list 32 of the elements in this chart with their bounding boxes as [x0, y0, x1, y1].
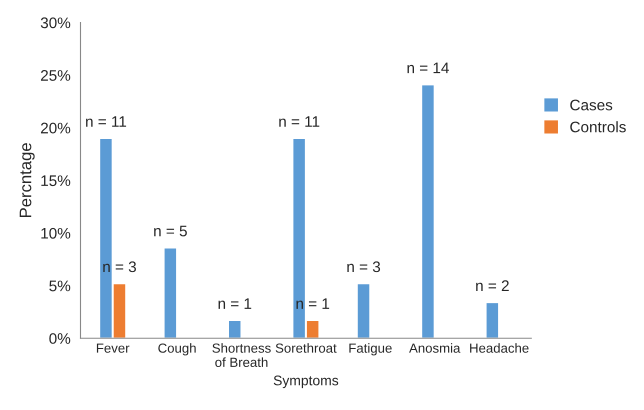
x-tick-label: Sorethroat	[276, 343, 337, 353]
annotation: n = 14	[408, 62, 449, 74]
bar	[485, 302, 500, 338]
annotation: n = 5	[154, 226, 187, 236]
bar	[356, 282, 371, 338]
bar	[420, 84, 436, 338]
bar	[228, 320, 242, 338]
x-tick-label: Fatigue	[349, 343, 392, 356]
y-tick-label: 10%	[41, 228, 70, 239]
x-tick-label: Anosmia	[409, 343, 460, 353]
x-tick-label: Headache	[470, 343, 529, 353]
legend-label: Cases	[570, 100, 612, 110]
y-tick-label: 0%	[49, 333, 70, 344]
annotation: n = 3	[103, 261, 136, 272]
y-tick-label: 25%	[40, 70, 70, 81]
y-axis-title: Percntage	[20, 143, 35, 218]
annotation: n = 11	[279, 116, 320, 127]
annotation: n = 1	[296, 298, 330, 309]
y-tick-label: 15%	[41, 175, 70, 186]
legend-label: Controls	[570, 121, 626, 132]
annotation: n = 2	[476, 280, 509, 291]
annotation: n = 3	[347, 261, 380, 272]
x-tick-label: Cough	[158, 343, 196, 356]
y-tick-label: 30%	[40, 17, 70, 28]
x-tick-label: Shortness of Breath	[212, 343, 271, 368]
annotation: n = 1	[218, 298, 252, 309]
y-tick-label: 5%	[49, 280, 70, 292]
x-axis-title: Symptoms	[274, 376, 338, 388]
x-tick-label: Fever	[96, 344, 130, 353]
bar	[163, 247, 178, 338]
annotation: n = 11	[86, 116, 126, 127]
y-tick-label: 20%	[40, 122, 70, 134]
